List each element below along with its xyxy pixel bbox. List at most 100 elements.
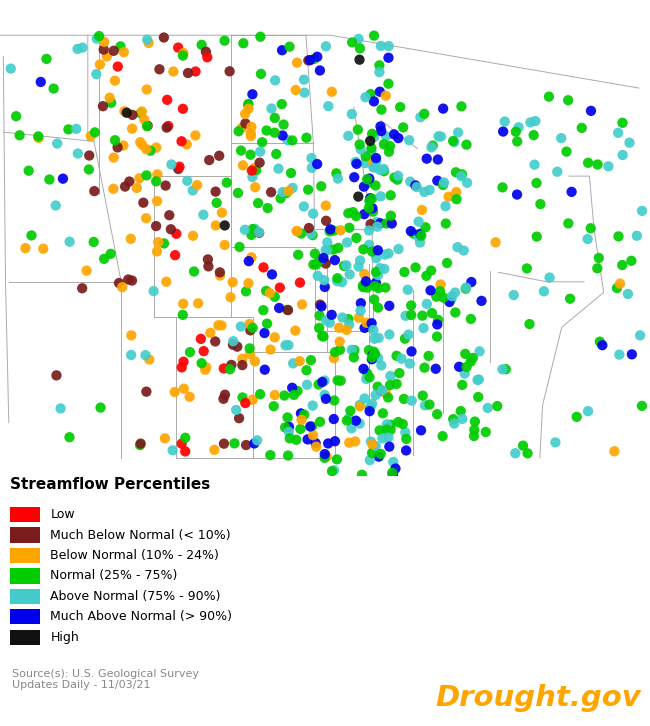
Point [400,426,411,438]
Point [287,382,298,393]
Point [270,291,280,303]
Point [317,330,328,342]
Point [135,136,146,148]
Point [298,200,309,212]
Point [291,225,302,237]
Point [160,433,170,444]
Point [410,179,421,191]
Point [224,65,235,77]
Point [254,227,265,239]
Point [535,198,545,210]
Point [49,83,59,94]
Point [142,34,153,46]
Point [367,354,377,365]
Point [377,384,387,396]
Point [373,332,384,343]
Point [367,447,377,459]
Point [379,263,389,274]
Point [419,108,430,120]
Point [135,107,146,119]
Point [168,66,179,78]
Point [84,163,94,175]
Point [469,431,479,442]
Point [161,122,172,134]
Point [234,412,244,424]
Point [359,208,369,220]
Point [350,436,360,447]
Point [247,165,257,176]
Point [270,127,280,139]
Point [432,319,443,330]
Point [480,426,491,438]
Point [374,425,385,436]
Point [447,290,457,302]
Point [442,257,452,269]
Point [405,176,415,187]
Point [522,263,532,274]
Point [291,84,301,96]
Point [356,305,366,317]
Point [365,454,375,466]
Point [456,405,466,417]
Point [421,221,431,233]
Point [101,51,112,62]
Point [244,318,255,330]
Point [227,339,238,351]
Point [450,166,461,178]
Point [308,258,318,270]
Point [295,277,306,288]
Point [255,68,266,80]
Point [261,125,272,136]
Point [380,249,390,261]
Point [246,251,257,263]
Point [370,280,380,292]
Point [371,266,382,278]
Point [232,340,242,352]
Point [250,182,261,193]
Point [306,228,317,240]
Point [141,144,151,155]
Point [290,325,300,336]
Point [285,433,295,444]
Point [345,405,356,417]
Point [438,179,448,191]
Point [328,413,339,425]
Point [571,411,582,423]
Point [280,340,291,351]
Point [105,92,115,104]
Point [373,302,384,314]
Point [313,270,323,282]
Point [402,284,413,295]
Point [326,309,337,321]
Point [266,269,277,280]
Point [315,299,325,311]
Point [380,282,391,293]
Point [320,448,330,460]
Point [283,449,293,461]
Point [140,349,151,361]
Point [367,193,377,205]
Point [319,274,330,286]
Point [462,139,472,150]
Point [595,336,605,348]
Point [432,175,443,187]
Point [302,364,312,376]
Point [401,444,411,456]
FancyBboxPatch shape [10,609,40,624]
Point [255,146,265,158]
Point [243,99,254,110]
Point [376,359,387,371]
Point [387,218,397,229]
Point [385,424,396,436]
Point [367,155,378,167]
Point [361,276,371,287]
Point [436,279,446,290]
Point [369,30,379,41]
Point [323,438,333,449]
Point [306,354,316,366]
Point [368,206,378,218]
Point [389,172,400,184]
Point [371,156,382,168]
Point [404,358,415,370]
Point [385,210,396,221]
